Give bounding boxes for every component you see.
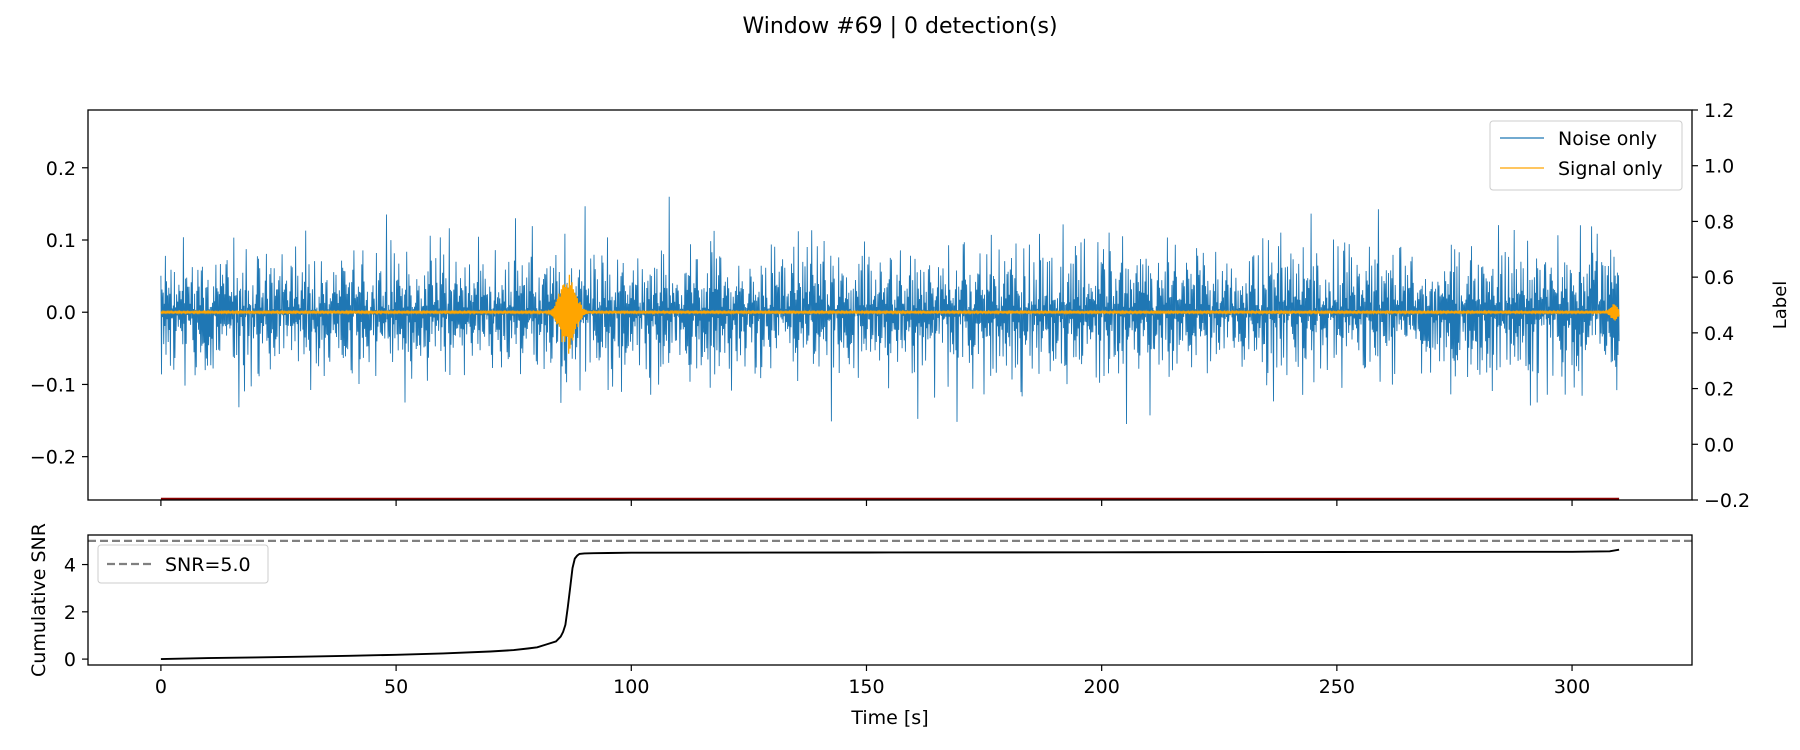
bottom-plot-area [88,535,1692,665]
bottom-y-tick-label: 0 [64,649,76,671]
top-y2-axis-label: Label [1770,281,1791,330]
bottom-x-ticks: 0 50 100 150 200 250 300 [155,665,1590,698]
noise-series-line [160,196,1620,425]
cumulative-snr-line [160,548,1620,661]
bottom-y-axis-label: Cumulative SNR [28,523,50,677]
bottom-x-tick-label: 50 [384,676,408,698]
top-y-tick-label: −0.2 [30,447,76,469]
legend-signal-label: Signal only [1558,158,1663,180]
top-y2-ticks: 1.2 1.0 0.8 0.6 0.4 0.2 0.0 −0.2 [1692,100,1750,512]
bottom-x-tick-label: 300 [1554,676,1590,698]
top-y2-tick-label: 0.2 [1704,379,1734,401]
bottom-x-tick-label: 100 [613,676,649,698]
top-y2-tick-label: 1.2 [1704,100,1734,122]
top-legend: Noise only Signal only [1489,120,1683,191]
top-y2-tick-label: −0.2 [1704,490,1750,512]
top-y-tick-label: −0.1 [30,374,76,396]
top-y2-tick-label: 0.0 [1704,434,1734,456]
top-plot-frame [87,109,1693,501]
top-y2-tick-label: 0.6 [1704,267,1734,289]
bottom-x-tick-label: 200 [1084,676,1120,698]
top-y-tick-label: 0.1 [46,230,76,252]
top-y-tick-label: 0.0 [46,302,76,324]
top-y2-tick-label: 0.4 [1704,323,1734,345]
bottom-legend-frame [97,544,269,584]
top-panel: 0.2 0.1 0.0 −0.1 −0.2 1.2 1.0 0.8 0.6 0.4 0.2 0.0 −… [30,100,1791,512]
bottom-legend: SNR=5.0 [97,544,269,584]
bottom-y-ticks: 0 2 4 [64,555,88,671]
top-x-ticks [160,500,1573,506]
bottom-y-tick-label: 4 [64,555,76,577]
bottom-x-tick-label: 250 [1319,676,1355,698]
bottom-x-axis-label: Time [s] [850,707,928,729]
signal-series-line [160,274,1620,354]
top-y-tick-label: 0.2 [46,158,76,180]
top-y-ticks: 0.2 0.1 0.0 −0.1 −0.2 [30,158,88,469]
top-y2-tick-label: 0.8 [1704,211,1734,233]
top-y2-tick-label: 1.0 [1704,156,1734,178]
bottom-plot-frame [87,534,1693,666]
figure-title: Window #69 | 0 detection(s) [742,14,1057,39]
bottom-x-tick-label: 0 [155,676,167,698]
legend-threshold-label: SNR=5.0 [165,554,251,576]
legend-noise-label: Noise only [1558,128,1657,150]
bottom-x-tick-label: 150 [848,676,884,698]
bottom-panel: 0 50 100 150 200 250 300 0 2 4 Time [s] Cumulati… [28,523,1693,729]
bottom-y-tick-label: 2 [64,602,76,624]
